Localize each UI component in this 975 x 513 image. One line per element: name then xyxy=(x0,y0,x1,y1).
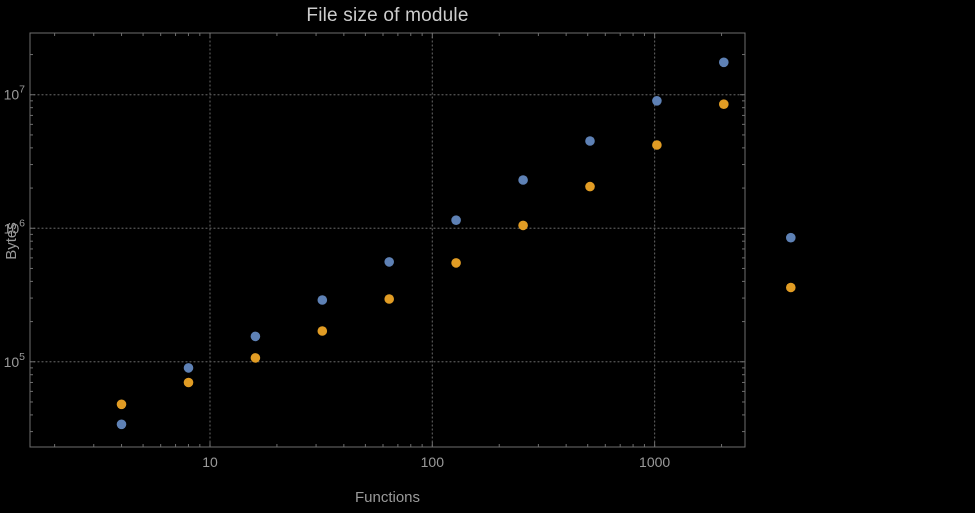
data-point-blue xyxy=(384,257,395,267)
data-point-orange xyxy=(719,99,729,109)
data-point-orange xyxy=(451,258,461,268)
y-tick-label: 106 xyxy=(4,217,26,236)
data-point-blue xyxy=(317,295,328,305)
chart-title: File size of module xyxy=(306,5,469,26)
data-point-blue xyxy=(585,136,595,146)
data-point-blue xyxy=(719,57,729,68)
data-point-orange xyxy=(585,181,595,192)
data-point-blue xyxy=(518,175,528,185)
data-point-blue xyxy=(183,363,194,373)
x-tick-label: 10 xyxy=(202,454,218,470)
data-point-orange xyxy=(384,294,395,304)
data-point-orange xyxy=(116,399,127,410)
data-point-orange xyxy=(652,140,662,150)
x-tick-label: 1000 xyxy=(639,454,670,470)
y-axis-label: Bytes xyxy=(3,222,20,260)
data-point-blue xyxy=(451,215,461,225)
data-point-orange xyxy=(786,282,796,293)
x-axis-label: Functions xyxy=(354,489,421,506)
y-tick-label: 107 xyxy=(4,84,26,103)
x-tick-label: 100 xyxy=(421,454,445,470)
y-tick-label: 105 xyxy=(4,351,26,370)
data-point-orange xyxy=(250,353,261,363)
data-point-blue xyxy=(250,331,261,342)
data-point-blue xyxy=(652,96,662,106)
data-point-orange xyxy=(518,220,528,231)
data-point-orange xyxy=(317,326,328,336)
plot-frame xyxy=(29,32,746,448)
data-point-orange xyxy=(183,377,194,388)
data-point-blue xyxy=(786,232,796,243)
data-point-blue xyxy=(116,419,127,430)
